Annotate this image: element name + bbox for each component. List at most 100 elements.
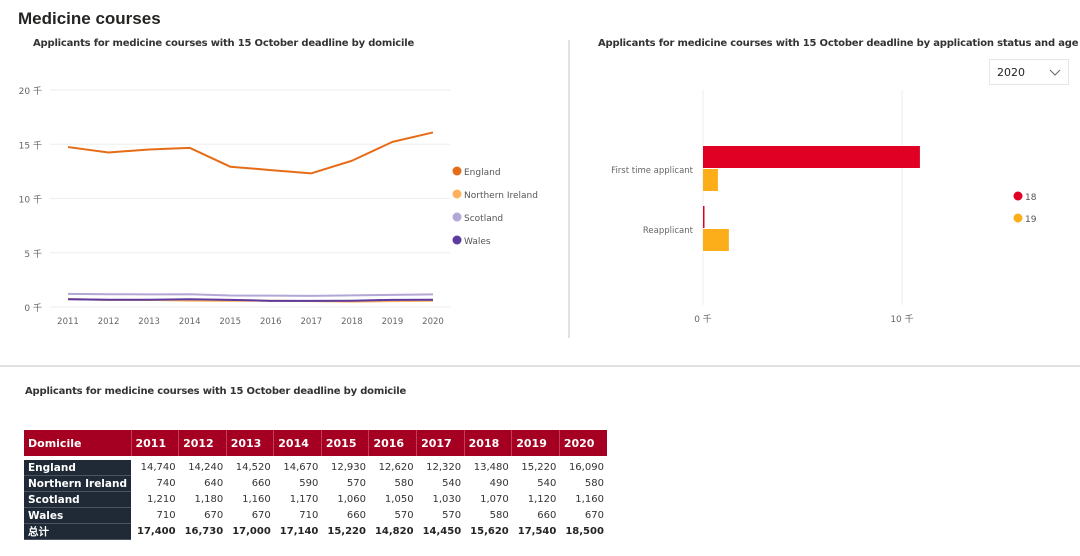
table-cell: 1,170 xyxy=(289,494,319,505)
table-cell: 17,000 xyxy=(232,526,271,537)
legend-marker[interactable] xyxy=(452,189,462,199)
series-line-wales xyxy=(67,298,434,302)
table-cell: 1,030 xyxy=(432,494,462,505)
table-cell: 570 xyxy=(346,478,366,489)
x-tick-label: 0 千 xyxy=(694,314,712,325)
table-cell: 490 xyxy=(489,478,509,489)
bar-chart: 0 千 10 千 First time applicant Reapplicant 18… xyxy=(611,90,1037,325)
column-header-2020[interactable]: 2020 xyxy=(558,430,607,456)
legend-label[interactable]: England xyxy=(464,168,501,178)
legend-label[interactable]: Wales xyxy=(464,237,491,247)
table-cell: 660 xyxy=(251,478,271,489)
y-tick-label: 15 千 xyxy=(19,140,42,151)
vertical-divider xyxy=(568,40,570,338)
legend-label[interactable]: Northern Ireland xyxy=(464,191,538,201)
row-header: Scotland xyxy=(24,491,131,508)
table-cell: 570 xyxy=(442,510,462,521)
table-cell: 640 xyxy=(204,478,224,489)
table-cell: 15,620 xyxy=(470,526,509,537)
legend-label[interactable]: 18 xyxy=(1025,193,1037,203)
table-cell: 710 xyxy=(156,510,176,521)
table-cell: 710 xyxy=(299,510,319,521)
column-header-domicile[interactable]: Domicile xyxy=(24,430,131,456)
table-total-row: 总计 17,400 16,730 17,000 17,140 15,220 14,820 14… xyxy=(24,523,607,540)
page-title: Medicine courses xyxy=(18,9,161,28)
column-header-2015[interactable]: 2015 xyxy=(320,430,369,456)
table-cell: 17,400 xyxy=(137,526,176,537)
table-row: Northern Ireland 740 640 660 590 570 580 540 490… xyxy=(24,475,607,492)
x-tick-label: 2016 xyxy=(260,317,282,327)
y-tick-label: 5 千 xyxy=(24,249,42,260)
legend-label[interactable]: Scotland xyxy=(464,214,503,224)
table-cell: 670 xyxy=(584,510,604,521)
table-cell: 540 xyxy=(537,478,557,489)
table-cell: 14,450 xyxy=(422,526,462,537)
column-header-2012[interactable]: 2012 xyxy=(178,430,227,456)
table-cell: 17,140 xyxy=(279,526,319,537)
bar-18-reapplicant xyxy=(703,206,705,228)
table-cell: 14,520 xyxy=(235,462,271,474)
table-row: England 14,740 14,240 14,520 14,670 12,930 12,… xyxy=(24,460,607,476)
column-header-2016[interactable]: 2016 xyxy=(368,430,417,456)
x-tick-label: 2019 xyxy=(382,317,404,327)
y-tick-label: 20 千 xyxy=(19,86,42,97)
table-row: Scotland 1,210 1,180 1,160 1,170 1,060 1,050 1,… xyxy=(24,491,607,508)
table-cell: 540 xyxy=(442,478,462,489)
table-cell: 580 xyxy=(394,478,414,489)
row-header: Wales xyxy=(24,507,131,524)
series-line-scotland xyxy=(67,292,434,297)
chevron-down-icon xyxy=(1049,69,1061,76)
x-tick-label: 2011 xyxy=(57,317,79,327)
y-tick-label: 0 千 xyxy=(24,303,42,314)
table-cell: 17,540 xyxy=(517,526,557,537)
legend-marker[interactable] xyxy=(1013,213,1023,223)
column-header-2019[interactable]: 2019 xyxy=(511,430,560,456)
column-header-2013[interactable]: 2013 xyxy=(225,430,274,456)
domicile-matrix-table: Domicile 2011 2012 2013 2014 2015 2016 2017 2018… xyxy=(24,430,607,540)
x-tick-label: 2012 xyxy=(98,317,120,327)
x-tick-label: 2017 xyxy=(301,317,323,327)
legend-marker[interactable] xyxy=(452,212,462,222)
table-cell: 14,670 xyxy=(283,462,319,474)
table-cell: 1,210 xyxy=(146,494,176,505)
table-cell: 1,050 xyxy=(384,494,414,505)
table-cell: 580 xyxy=(584,478,604,489)
row-header: Northern Ireland xyxy=(24,475,131,492)
table-cell: 1,180 xyxy=(194,494,224,505)
line-chart: 0 千 5 千 10 千 15 千 20 千 2011 2012 2013 2014 2015 20… xyxy=(19,86,538,327)
table-cell: 1,120 xyxy=(527,494,557,505)
table-cell: 12,930 xyxy=(330,462,366,474)
table-cell: 13,480 xyxy=(473,462,509,474)
table-cell: 660 xyxy=(346,510,366,521)
table-cell: 580 xyxy=(489,510,509,521)
table-title: Applicants for medicine courses with 15 … xyxy=(25,386,407,397)
x-tick-label: 2013 xyxy=(138,317,160,327)
row-header: 总计 xyxy=(24,523,131,540)
horizontal-divider xyxy=(0,365,1080,367)
table-header-row: Domicile 2011 2012 2013 2014 2015 2016 2017 2018… xyxy=(24,430,607,456)
legend-marker[interactable] xyxy=(1013,191,1023,201)
column-header-2017[interactable]: 2017 xyxy=(416,430,465,456)
bar-18-first-time-applicant xyxy=(703,146,920,168)
table-cell: 670 xyxy=(251,510,271,521)
table-cell: 1,060 xyxy=(337,494,366,505)
table-cell: 16,090 xyxy=(568,462,604,474)
series-line-england xyxy=(67,131,434,175)
table-cell: 570 xyxy=(394,510,414,521)
line-chart-title: Applicants for medicine courses with 15 … xyxy=(33,38,415,49)
header-gap xyxy=(24,456,607,460)
column-header-2011[interactable]: 2011 xyxy=(130,430,179,456)
category-label: Reapplicant xyxy=(643,226,694,236)
column-header-2014[interactable]: 2014 xyxy=(273,430,322,456)
table-row: Wales 710 670 670 710 660 570 570 580 660 670 xyxy=(24,507,607,524)
legend-marker[interactable] xyxy=(452,166,462,176)
year-slicer-dropdown[interactable]: 2020 xyxy=(989,59,1069,85)
table-cell: 15,220 xyxy=(521,462,557,474)
table-cell: 15,220 xyxy=(327,526,366,537)
bar-19-reapplicant xyxy=(703,229,729,251)
legend-marker[interactable] xyxy=(452,235,462,245)
legend-label[interactable]: 19 xyxy=(1025,215,1037,225)
x-tick-label: 2020 xyxy=(422,317,444,327)
column-header-2018[interactable]: 2018 xyxy=(463,430,512,456)
row-header: England xyxy=(24,460,131,476)
